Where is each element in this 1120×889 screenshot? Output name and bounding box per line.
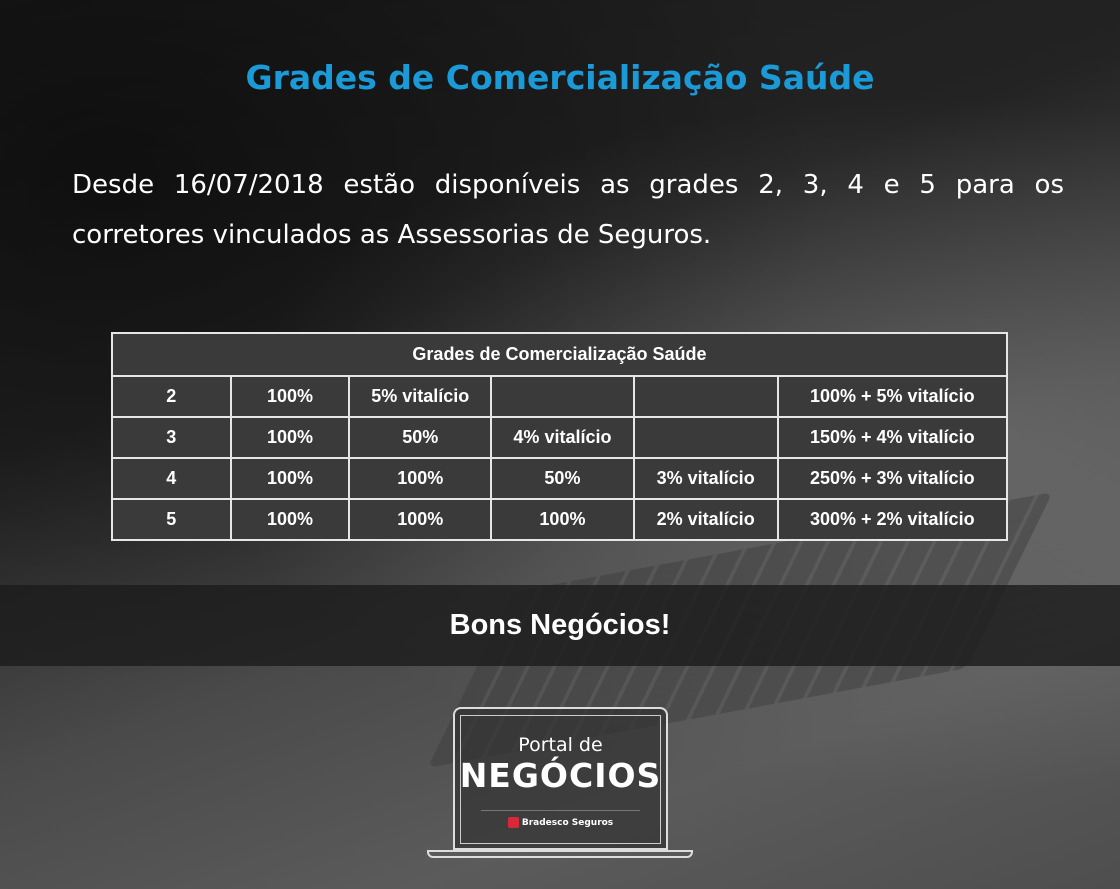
table-cell: 3% vitalício	[632, 457, 779, 500]
table-cell: 4	[111, 457, 232, 500]
table-cell: 2% vitalício	[632, 498, 779, 541]
brand-text: Bradesco Seguros	[521, 818, 614, 828]
table-cell: 50%	[490, 457, 635, 500]
table-cell: 250% + 3% vitalício	[776, 457, 1009, 500]
table-row: 2 100% 5% vitalício 100% + 5% vitalício	[111, 375, 1009, 418]
table-cell: 100%	[348, 457, 493, 500]
table-cell: 100%	[229, 498, 351, 541]
logo-line2: NEGÓCIOS	[459, 756, 662, 795]
table-cell: 100%	[229, 457, 351, 500]
table-row: 3 100% 50% 4% vitalício 150% + 4% vitalício	[111, 416, 1009, 459]
table-cell: 100%	[229, 375, 351, 418]
logo-line1: Portal de	[518, 734, 603, 756]
table-cell: 100%	[348, 498, 493, 541]
page-title: Grades de Comercialização Saúde	[245, 58, 875, 97]
table-cell: 5	[111, 498, 232, 541]
table-cell	[632, 416, 779, 459]
table-row: 4 100% 100% 50% 3% vitalício 250% + 3% vitalí…	[111, 457, 1009, 500]
table-cell: 150% + 4% vitalício	[776, 416, 1009, 459]
table-cell: 50%	[348, 416, 493, 459]
laptop-base	[427, 850, 693, 858]
table-cell: 2	[111, 375, 232, 418]
table-header: Grades de Comercialização Saúde	[111, 332, 1008, 377]
table-cell: 100%	[490, 498, 635, 541]
table-row: 5 100% 100% 100% 2% vitalício 300% + 2% vital…	[111, 498, 1009, 541]
table-cell: 3	[111, 416, 232, 459]
table-cell: 100%	[229, 416, 351, 459]
grades-table: Grades de Comercialização Saúde 2 100% 5% …	[111, 332, 1009, 541]
closing-banner: Bons Negócios!	[0, 585, 1120, 666]
portal-logo: Portal de NEGÓCIOS Bradesco Seguros	[453, 707, 668, 850]
brand-label: Bradesco Seguros	[455, 817, 666, 828]
table-cell: 5% vitalício	[348, 375, 493, 418]
table-cell: 4% vitalício	[490, 416, 635, 459]
table-cell: 300% + 2% vitalício	[776, 498, 1009, 541]
bradesco-icon	[507, 817, 519, 828]
table-cell	[490, 375, 635, 418]
table-cell: 100% + 5% vitalício	[776, 375, 1009, 418]
announcement-text: Desde 16/07/2018 estão disponíveis as gr…	[72, 170, 1064, 250]
table-cell	[632, 375, 779, 418]
